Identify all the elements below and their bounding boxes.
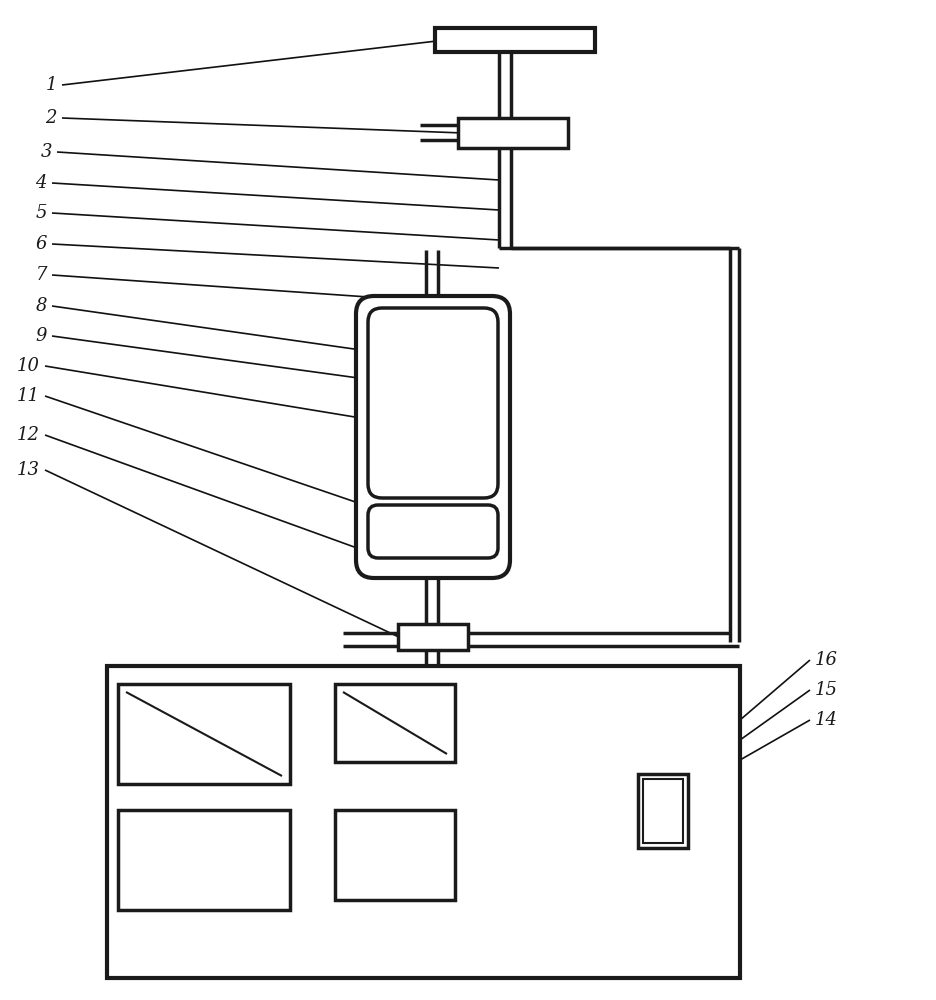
Text: 7: 7 [36,266,47,284]
Text: 3: 3 [40,143,52,161]
Text: 5: 5 [36,204,47,222]
Text: 13: 13 [17,461,40,479]
FancyBboxPatch shape [368,308,498,498]
Text: 14: 14 [815,711,838,729]
Bar [118,684,290,784]
FancyBboxPatch shape [356,296,510,578]
Bar [638,774,688,848]
Bar [398,624,468,650]
Text: 11: 11 [17,387,40,405]
Text: 15: 15 [815,681,838,699]
Text: 8: 8 [36,297,47,315]
Bar [335,810,455,900]
Text: 12: 12 [17,426,40,444]
FancyBboxPatch shape [368,505,498,558]
Bar [107,666,740,978]
Text: 6: 6 [36,235,47,253]
Text: 1: 1 [46,76,57,94]
Text: 4: 4 [36,174,47,192]
Bar [435,28,595,52]
Bar [643,779,683,843]
Bar [118,810,290,910]
Text: 10: 10 [17,357,40,375]
Text: 2: 2 [46,109,57,127]
Text: 9: 9 [36,327,47,345]
Bar [335,684,455,762]
Text: 16: 16 [815,651,838,669]
Bar [458,118,568,148]
